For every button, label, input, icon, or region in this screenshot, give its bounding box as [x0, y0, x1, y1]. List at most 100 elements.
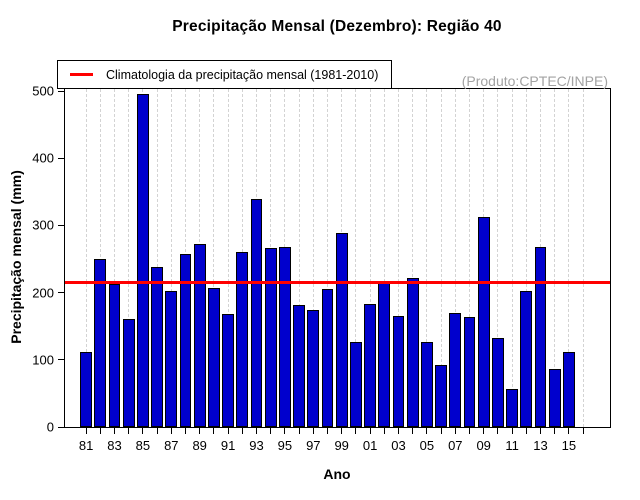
gridline-16: [312, 89, 314, 427]
x-tick-3: [128, 428, 130, 434]
x-tick-27: [469, 428, 470, 434]
y-tick-label-0: 0: [46, 419, 54, 435]
gridline-34: [568, 89, 570, 427]
x-tick-20: [369, 428, 371, 434]
x-tick-30: [511, 428, 513, 434]
x-tick-26: [454, 428, 456, 434]
x-tick-18: [341, 428, 343, 434]
x-axis-title: Ano: [323, 466, 351, 482]
x-tick-17: [327, 428, 328, 434]
x-tick-label-11: 11: [505, 438, 519, 453]
y-tick-label-400: 400: [32, 150, 54, 166]
y-tick-0: [58, 426, 64, 428]
x-tick-label-89: 89: [192, 438, 207, 453]
gridline-21: [383, 89, 385, 427]
x-tick-9: [213, 428, 215, 434]
gridline-17: [327, 89, 328, 427]
x-tick-label-99: 99: [334, 438, 349, 453]
bar-82: [94, 259, 107, 427]
x-tick-35: [582, 428, 584, 434]
x-tick-7: [185, 428, 186, 434]
bar-08: [463, 317, 476, 427]
y-tick-label-100: 100: [32, 352, 54, 368]
x-tick-33: [554, 428, 556, 434]
bar-09: [477, 217, 490, 427]
gridline-22: [398, 89, 399, 427]
bar-89: [193, 244, 206, 427]
bar-00: [350, 342, 362, 427]
gridline-27: [469, 89, 470, 427]
bar-84: [122, 319, 135, 427]
x-tick-label-87: 87: [164, 438, 179, 453]
gridline-31: [525, 89, 527, 427]
y-tick-label-300: 300: [32, 217, 54, 233]
bar-88: [179, 253, 192, 427]
bar-15: [563, 352, 575, 427]
y-axis-title: Precipitação mensal (mm): [8, 170, 24, 344]
gridline-6: [170, 89, 172, 427]
bar-97: [307, 310, 320, 427]
x-tick-label-85: 85: [135, 438, 151, 453]
x-tick-label-01: 01: [362, 438, 378, 453]
x-tick-label-97: 97: [306, 438, 321, 453]
bar-91: [222, 314, 234, 427]
x-tick-21: [383, 428, 385, 434]
x-tick-label-15: 15: [561, 438, 577, 453]
gridline-3: [128, 89, 130, 427]
gridline-30: [511, 89, 513, 427]
bar-02: [378, 282, 391, 427]
x-tick-4: [142, 428, 144, 434]
legend-box: Climatologia da precipitação mensal (198…: [57, 60, 393, 89]
x-tick-8: [199, 428, 201, 434]
gridline-1: [99, 89, 101, 427]
x-tick-2: [114, 428, 115, 434]
x-tick-label-83: 83: [107, 438, 122, 453]
x-tick-25: [440, 428, 442, 434]
gridline-24: [426, 89, 428, 427]
gridline-33: [554, 89, 556, 427]
x-tick-29: [497, 428, 499, 434]
x-tick-13: [270, 428, 272, 434]
bar-03: [392, 316, 405, 427]
x-tick-10: [227, 428, 229, 434]
x-tick-6: [170, 428, 172, 434]
bar-85: [137, 94, 149, 427]
x-tick-15: [298, 428, 300, 434]
legend-red-line-icon: [70, 73, 93, 76]
bar-13: [534, 246, 547, 427]
gridline-20: [369, 89, 371, 427]
bar-11: [506, 389, 518, 427]
x-tick-label-95: 95: [277, 438, 293, 453]
bar-10: [492, 338, 504, 427]
bar-96: [293, 304, 305, 427]
gridline-29: [497, 89, 499, 427]
climatology-line: [65, 280, 610, 284]
x-tick-label-93: 93: [249, 438, 264, 453]
x-tick-label-09: 09: [476, 438, 491, 453]
x-tick-1: [99, 428, 101, 434]
x-tick-24: [426, 428, 428, 434]
gridline-0: [85, 89, 87, 427]
x-tick-31: [525, 428, 527, 434]
x-tick-14: [284, 428, 286, 434]
bar-98: [321, 289, 334, 427]
gridline-35: [582, 89, 584, 427]
x-tick-28: [483, 428, 485, 434]
x-tick-34: [568, 428, 570, 434]
y-tick-300: [58, 224, 64, 226]
x-tick-5: [156, 428, 158, 434]
bar-99: [335, 233, 348, 427]
product-annotation: (Produto:CPTEC/INPE): [461, 73, 608, 89]
chart-title: Precipitação Mensal (Dezembro): Região 4…: [172, 18, 502, 35]
x-tick-label-03: 03: [391, 438, 406, 453]
gridline-15: [298, 89, 300, 427]
x-tick-16: [312, 428, 314, 434]
bar-95: [279, 246, 291, 427]
gridline-25: [440, 89, 442, 427]
bar-07: [449, 313, 462, 427]
x-tick-32: [540, 428, 541, 434]
gridline-5: [156, 89, 158, 427]
y-tick-100: [58, 359, 64, 361]
bar-87: [165, 291, 178, 427]
